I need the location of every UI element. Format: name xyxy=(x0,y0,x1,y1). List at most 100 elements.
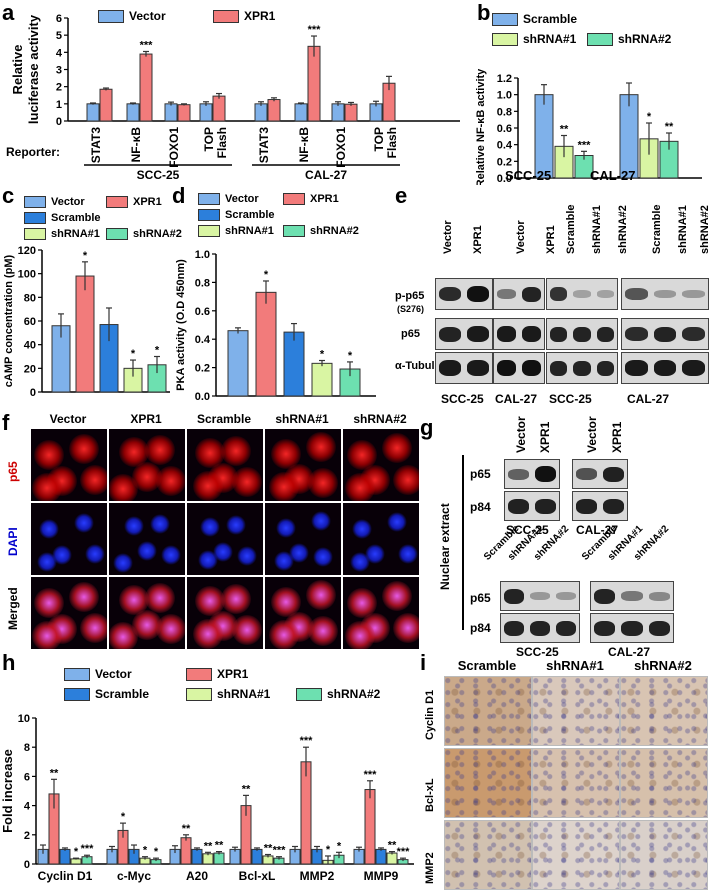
significance-label: * xyxy=(131,348,136,360)
bar xyxy=(283,331,305,397)
legend-swatch xyxy=(296,687,322,701)
x-category-label: CAL-27 xyxy=(590,168,636,183)
blot-strip xyxy=(546,318,618,350)
bar xyxy=(364,789,376,865)
cell xyxy=(34,440,64,470)
bar xyxy=(255,291,277,397)
blot-band xyxy=(625,326,648,342)
cell xyxy=(311,511,331,531)
row-label: Cyclin D1 xyxy=(424,689,436,740)
lane-label: Vector xyxy=(514,416,528,453)
legend-swatch xyxy=(283,193,305,205)
blot-band xyxy=(497,360,516,376)
row-label: DAPI xyxy=(6,527,20,556)
legend-item-shrna2: shRNA#2 xyxy=(106,228,182,240)
western-blot-e: Vector XPR1 Vector XPR1 Scramble shRNA#1 shRNA… xyxy=(395,190,709,410)
blot-strip xyxy=(435,352,493,384)
cell xyxy=(347,587,377,618)
micrograph-image xyxy=(342,502,420,576)
blot-band xyxy=(625,288,648,300)
legend-swatch xyxy=(492,12,518,26)
x-category-label: TOP xyxy=(202,127,216,151)
y-axis-label: PKA activity (O.D 450nm) xyxy=(175,259,187,391)
blot-band xyxy=(439,360,461,376)
y-tick-label: 2 xyxy=(56,82,62,94)
cell xyxy=(119,436,149,467)
blot-band xyxy=(497,289,516,299)
legend-swatch xyxy=(106,228,128,240)
significance-label: * xyxy=(348,350,353,362)
cell xyxy=(145,582,175,613)
micrograph-image xyxy=(30,428,108,502)
blot-band xyxy=(467,326,489,342)
micrograph-image xyxy=(108,502,186,576)
y-tick-label: 0 xyxy=(24,859,30,871)
cell xyxy=(34,588,64,618)
significance-label: ** xyxy=(264,843,273,855)
x-category-label: STAT3 xyxy=(89,127,103,164)
row-label: p84 xyxy=(470,500,491,514)
y-axis-label: Relative xyxy=(10,45,25,95)
ihc-image xyxy=(532,748,620,818)
cell xyxy=(193,618,223,649)
legend-item-vector: Vector xyxy=(64,667,132,681)
panel-label-e: e xyxy=(395,183,408,208)
significance-label: ** xyxy=(50,767,59,779)
cell xyxy=(269,471,299,501)
bar xyxy=(619,94,639,179)
micrograph-image xyxy=(342,428,420,502)
panel-label-c: c xyxy=(2,183,15,208)
blot-band xyxy=(576,468,597,480)
cell xyxy=(271,586,301,617)
significance-label: *** xyxy=(81,843,95,855)
bar xyxy=(534,94,554,179)
bar xyxy=(251,848,263,865)
panel-label-i: i xyxy=(420,650,427,675)
legend-swatch xyxy=(64,667,90,681)
panel-label-g: g xyxy=(420,415,434,440)
legend-swatch xyxy=(24,212,46,224)
x-category-label: Flash xyxy=(215,127,229,158)
column-label: shRNA#2 xyxy=(353,412,407,426)
y-tick-label: 0.0 xyxy=(497,173,512,185)
significance-label: * xyxy=(143,845,148,857)
row-label: p65 xyxy=(6,461,20,482)
legend-swatch xyxy=(213,9,239,23)
cell xyxy=(221,435,251,466)
x-category-label: Cyclin D1 xyxy=(38,869,93,883)
blot-strip xyxy=(546,278,618,310)
bar xyxy=(177,104,191,122)
cell xyxy=(161,545,181,565)
cell xyxy=(74,512,94,533)
blot-band xyxy=(682,360,705,376)
cell xyxy=(195,437,225,468)
blot-band xyxy=(621,620,643,636)
y-axis-label: Relative NF-κB activity xyxy=(475,68,487,185)
legend-item-shrna1: shRNA#1 xyxy=(198,225,274,237)
cell xyxy=(119,584,149,615)
lane-label: Scramble xyxy=(565,204,577,254)
panel-label-f: f xyxy=(2,410,10,435)
ihc-image xyxy=(444,676,532,746)
group-label: SCC-25 xyxy=(137,168,180,180)
cell xyxy=(352,518,372,539)
cell xyxy=(124,515,144,536)
cell xyxy=(213,542,233,562)
blot-band xyxy=(594,620,616,636)
blot-band xyxy=(603,498,624,514)
y-tick-label: 120 xyxy=(18,245,36,257)
blot-band xyxy=(504,620,524,636)
y-tick-label: 1.0 xyxy=(195,249,210,261)
group-label: SCC-25 xyxy=(506,523,549,537)
reporter-label: Reporter: xyxy=(6,145,61,159)
blot-band xyxy=(556,592,576,600)
western-blot-g: Nuclear extract Vector XPR1 Vector XPR1 p65 p8… xyxy=(420,415,709,659)
y-tick-label: 8 xyxy=(24,742,30,754)
legend-item-shrna1: shRNA#1 xyxy=(492,32,576,46)
cell xyxy=(350,551,370,572)
cell xyxy=(195,585,225,616)
bar xyxy=(344,103,358,122)
significance-label: * xyxy=(121,811,126,823)
row-label: α-Tubulin xyxy=(395,360,445,372)
blot-band xyxy=(573,290,591,298)
